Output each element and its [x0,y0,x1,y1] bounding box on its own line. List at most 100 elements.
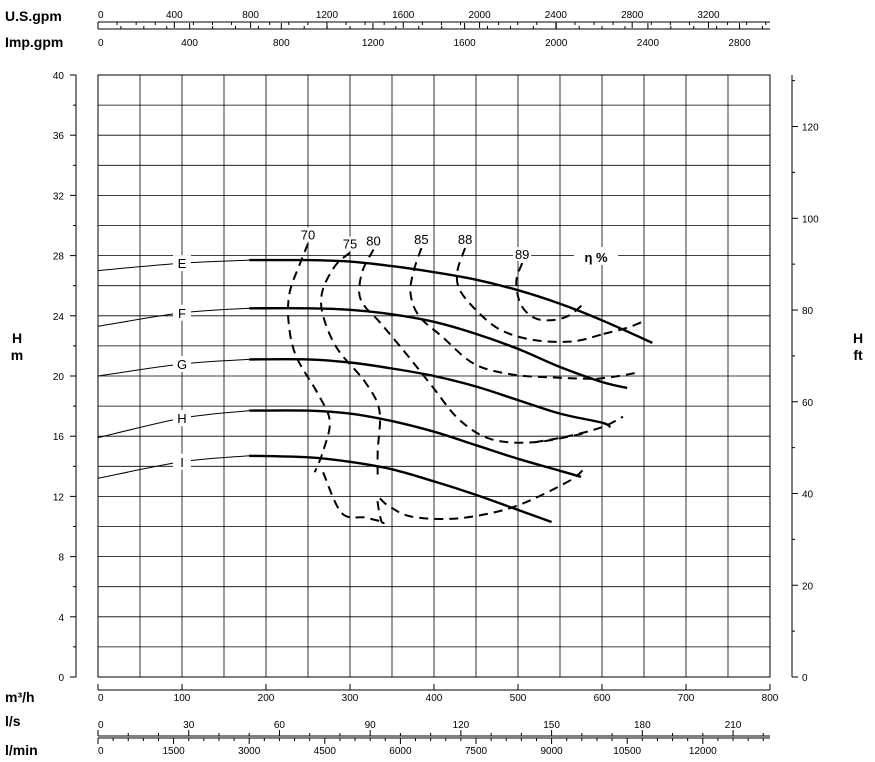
impeller-label-F: F [178,306,186,321]
impeller-label-bg-I [173,453,191,470]
left-axis-tick-label: 12 [53,492,65,503]
axis-usgpm-tick-label: 800 [242,10,259,21]
impeller-curve-G [249,357,612,429]
efficiency-curve-extension-3 [603,320,643,335]
right-axis-unit-bottom: ft [853,347,863,363]
left-axis-tick-label: 0 [58,673,64,684]
axis-m3h-tick-label: 800 [762,693,779,704]
impeller-label-H: H [177,411,186,426]
axis-ls-unit-label: l/s [5,713,21,729]
efficiency-label-88: 88 [458,232,472,247]
axis-impgpm-tick-label: 1600 [453,38,476,49]
axis-m3h-tick-label: 200 [258,693,275,704]
impeller-label-G: G [177,357,187,372]
axis-lmin-tick-label: 7500 [465,746,488,757]
efficiency-curve-80 [358,249,586,444]
impeller-label-bg-H [173,410,191,427]
impeller-curve-I [249,454,553,524]
axis-impgpm-tick-label: 0 [98,38,104,49]
efficiency-label-70: 70 [301,228,315,243]
efficiency-label-80: 80 [366,234,380,249]
right-axis-tick-label: 60 [802,398,814,409]
axis-usgpm-tick-label: 1600 [392,10,415,21]
right-axis-tick-label: 120 [802,123,819,134]
left-axis-tick-label: 16 [53,432,65,443]
impeller-label-bg-E [173,255,191,272]
axis-usgpm-unit-label: U.S.gpm [5,8,62,24]
axis-usgpm-tick-label: 2000 [468,10,491,21]
axis-usgpm-tick-label: 2800 [621,10,644,21]
axis-impgpm-tick-label: 2800 [728,38,751,49]
axis-ls-tick-label: 210 [725,720,742,731]
axis-m3h-tick-label: 600 [594,693,611,704]
axis-lmin-tick-label: 9000 [540,746,563,757]
efficiency-title: η % [584,250,608,265]
axis-impgpm-tick-label: 1200 [362,38,385,49]
right-axis-tick-label: 80 [802,306,814,317]
efficiency-curve-extension-1 [534,415,624,444]
left-axis-unit-top: H [12,330,22,346]
impeller-curve-F [249,306,628,390]
axis-m3h-tick-label: 0 [98,693,104,704]
right-axis-tick-label: 20 [802,581,814,592]
efficiency-label-bg-85 [412,232,431,247]
left-axis-tick-label: 24 [53,312,65,323]
efficiency-curve-70 [286,243,331,473]
left-axis-tick-label: 40 [53,71,65,82]
efficiency-curve-75 [320,251,382,479]
axis-lmin-tick-label: 1500 [162,746,185,757]
impeller-label-bg-F [173,304,191,321]
axis-usgpm-tick-label: 3200 [697,10,720,21]
right-axis-unit-top: H [853,330,863,346]
impeller-label-bg-G [173,355,191,372]
axis-impgpm-unit-label: Imp.gpm [5,34,63,50]
axis-ls-tick-label: 180 [634,720,651,731]
left-axis-tick-label: 4 [58,613,64,624]
axis-m3h-tick-label: 300 [342,693,359,704]
axis-lmin-tick-label: 4500 [314,746,337,757]
impeller-curve-H [249,409,582,478]
efficiency-label-85: 85 [414,232,428,247]
left-axis-unit-bottom: m [11,347,23,363]
axis-ls-tick-label: 120 [453,720,470,731]
right-axis-tick-label: 100 [802,214,819,225]
efficiency-curve-extension-0 [322,467,586,524]
axis-impgpm-tick-label: 400 [181,38,198,49]
axis-ls-tick-label: 150 [543,720,560,731]
axis-ls-tick-label: 60 [274,720,286,731]
axis-lmin-tick-label: 12000 [689,746,717,757]
left-axis-tick-label: 28 [53,252,65,263]
efficiency-label-bg-88 [456,232,475,247]
axis-lmin-unit-label: l/min [5,742,38,758]
left-axis-tick-label: 32 [53,191,65,202]
right-axis-tick-label: 40 [802,490,814,501]
impeller-label-I: I [180,455,184,470]
axis-m3h-tick-label: 100 [174,693,191,704]
efficiency-label-bg-80 [364,233,383,248]
axis-m3h-tick-label: 500 [510,693,527,704]
efficiency-curve-88 [455,247,604,343]
axis-lmin-tick-label: 0 [98,746,104,757]
axis-usgpm-tick-label: 0 [98,10,104,21]
axis-impgpm-tick-label: 800 [273,38,290,49]
efficiency-label-bg-70 [299,227,317,242]
axis-impgpm-tick-label: 2400 [637,38,660,49]
efficiency-label-75: 75 [343,237,357,252]
left-axis-tick-label: 8 [58,553,64,564]
impeller-curves: E F G H I [97,255,653,524]
axis-usgpm-tick-label: 2400 [545,10,568,21]
efficiency-curve-89 [515,262,586,322]
left-axis-tick-label: 20 [53,372,65,383]
axis-lmin-tick-label: 3000 [238,746,261,757]
axis-ls-tick-label: 0 [98,720,104,731]
axis-usgpm-tick-label: 400 [166,10,183,21]
top-axes: U.S.gpm 0 400 800 1200 1600 2000 2400 2800 3200 Im… [5,8,770,50]
axis-usgpm-tick-label: 1200 [316,10,339,21]
axis-impgpm-tick-label: 2000 [545,38,568,49]
axis-m3h-unit-label: m³/h [5,689,35,705]
efficiency-curve-extension-2 [595,372,636,380]
axis-ls-tick-label: 90 [365,720,377,731]
right-axis: 0 20 40 60 80 100 120 Hft [791,75,863,684]
efficiency-curve-85 [409,247,597,380]
